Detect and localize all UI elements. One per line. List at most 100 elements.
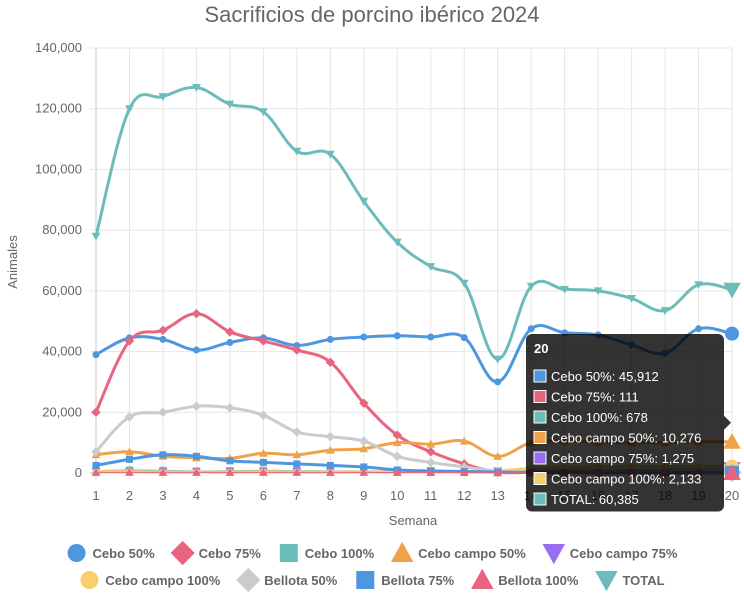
data-point <box>459 436 469 445</box>
legend-label: Cebo 100% <box>305 546 375 561</box>
data-point <box>158 93 168 101</box>
legend-marker <box>80 571 99 589</box>
y-tick-label: 60,000 <box>42 283 82 298</box>
legend-item[interactable]: Cebo 50% <box>67 544 156 562</box>
tooltip-swatch <box>533 492 547 506</box>
legend-item[interactable]: Cebo campo 75% <box>542 544 678 565</box>
y-axis: 0 20,000 40,000 60,000 80,000 100,000 120,000 1… <box>35 40 82 480</box>
data-point <box>325 150 335 159</box>
data-point <box>660 307 670 315</box>
data-point <box>225 327 235 337</box>
data-point <box>426 468 436 477</box>
x-tick-label: 3 <box>159 488 166 503</box>
data-point <box>392 430 402 440</box>
data-point <box>258 448 268 457</box>
data-point <box>360 463 368 471</box>
data-point <box>360 333 368 341</box>
tooltip-swatch <box>533 431 547 444</box>
chart-title: Sacrificios de porcino ibérico 2024 <box>204 2 539 27</box>
x-tick-label: 8 <box>327 488 334 503</box>
data-point <box>91 232 101 241</box>
hover-points <box>722 282 742 483</box>
legend-label: Cebo campo 100% <box>105 573 220 588</box>
legend[interactable]: Cebo 50% Cebo 75% Cebo 100% Cebo campo 50% C… <box>67 540 678 593</box>
data-point <box>627 294 636 303</box>
tooltip-swatch <box>533 410 547 424</box>
y-tick-label: 0 <box>75 465 82 480</box>
tooltip-swatch <box>533 472 547 485</box>
data-point <box>125 455 133 463</box>
legend-label: Bellota 100% <box>498 573 579 588</box>
y-tick-label: 80,000 <box>42 222 82 237</box>
y-tick-label: 40,000 <box>42 344 82 359</box>
data-point <box>125 468 134 476</box>
data-point <box>192 83 201 92</box>
data-point <box>124 336 135 346</box>
data-point <box>426 457 436 468</box>
data-point <box>426 447 436 457</box>
data-point <box>91 468 101 476</box>
data-point <box>292 450 302 459</box>
hover-point <box>723 433 741 449</box>
tooltip-line: Cebo campo 75%: 1,275 <box>551 451 694 466</box>
legend-item[interactable]: Cebo 100% <box>279 544 375 562</box>
legend-item[interactable]: Cebo campo 50% <box>390 541 526 562</box>
data-point <box>527 325 535 333</box>
legend-item[interactable]: Cebo campo 100% <box>80 571 221 589</box>
data-point <box>292 345 302 355</box>
data-point <box>326 335 334 343</box>
tooltip-swatch <box>533 390 547 403</box>
x-tick-label: 10 <box>390 488 404 503</box>
data-point <box>258 108 268 117</box>
data-point <box>359 197 369 206</box>
data-point <box>459 462 469 472</box>
data-point <box>191 308 202 319</box>
data-point <box>293 460 301 468</box>
data-point <box>392 468 402 477</box>
legend-marker <box>390 541 414 562</box>
data-point <box>124 412 135 422</box>
x-tick-label: 4 <box>193 488 200 503</box>
legend-label: Cebo campo 50% <box>418 546 526 561</box>
data-point <box>593 287 603 296</box>
legend-marker <box>170 540 195 566</box>
x-tick-label: 12 <box>457 488 471 503</box>
legend-item[interactable]: TOTAL <box>595 571 665 592</box>
data-point <box>226 338 234 346</box>
data-point <box>326 461 334 469</box>
legend-marker <box>67 544 86 562</box>
data-point <box>392 238 402 247</box>
legend-marker <box>279 544 298 562</box>
x-tick-label: 5 <box>226 488 233 503</box>
data-point <box>325 445 335 454</box>
legend-label: Cebo campo 75% <box>570 546 678 561</box>
data-point <box>459 468 469 477</box>
data-point <box>192 346 200 354</box>
legend-item[interactable]: Bellota 75% <box>356 571 455 589</box>
hover-point <box>725 326 739 341</box>
legend-item[interactable]: Bellota 50% <box>236 567 338 593</box>
data-point <box>359 436 369 446</box>
tooltip-caret <box>724 415 731 430</box>
legend-item[interactable]: Bellota 100% <box>470 568 579 589</box>
data-point <box>359 468 369 476</box>
legend-marker <box>356 571 375 589</box>
x-axis-title: Semana <box>389 513 438 528</box>
data-point <box>426 263 436 271</box>
tooltip-box <box>526 334 724 512</box>
data-point <box>493 468 503 477</box>
data-point <box>225 403 235 413</box>
tooltip-swatch <box>533 369 547 383</box>
data-point <box>494 378 502 386</box>
legend-label: TOTAL <box>622 573 664 588</box>
x-tick-label: 9 <box>360 488 367 503</box>
legend-label: Bellota 50% <box>264 573 337 588</box>
legend-item[interactable]: Cebo 75% <box>170 540 262 566</box>
y-tick-label: 140,000 <box>35 40 82 55</box>
x-tick-label: 13 <box>490 488 504 503</box>
y-tick-label: 100,000 <box>35 161 82 176</box>
data-point <box>158 325 168 336</box>
hover-point <box>723 464 741 480</box>
data-point <box>91 447 101 457</box>
data-point <box>460 334 468 342</box>
